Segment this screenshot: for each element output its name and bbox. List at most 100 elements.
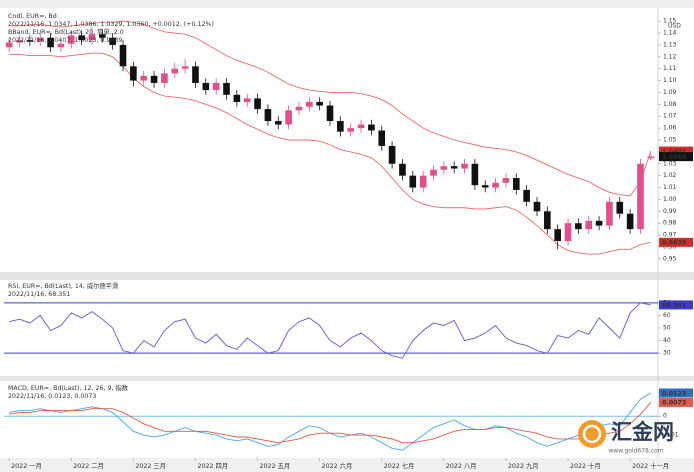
y-tick-label: 60 — [663, 312, 671, 319]
candle-body — [450, 166, 458, 169]
candle-body — [337, 120, 344, 132]
bollinger-band — [9, 20, 652, 197]
x-tick-label: 2022 五月 — [260, 462, 291, 470]
candle-body — [430, 169, 437, 176]
candle-body — [67, 35, 75, 44]
x-tick-label: 2022 四月 — [197, 462, 228, 470]
candle-body — [368, 124, 375, 131]
watermark-text: 汇金网 — [611, 420, 674, 444]
candle-body — [140, 75, 148, 81]
candle-body — [626, 213, 634, 230]
candle-body — [616, 201, 624, 214]
price-tag — [659, 388, 693, 398]
candle-body — [192, 66, 199, 83]
axis-unit: USD — [668, 23, 681, 30]
y-tick-label: 1.14 — [663, 30, 677, 37]
candle-body — [16, 40, 23, 43]
candle-body — [647, 156, 655, 159]
y-tick-label: 1.13 — [663, 41, 677, 48]
y-tick-label: 0.95 — [663, 255, 677, 262]
panel-separator — [0, 376, 694, 381]
candle-body — [637, 163, 644, 230]
candle-body — [471, 163, 479, 186]
candle-body — [554, 229, 561, 242]
candle-body — [419, 175, 427, 188]
legend-text: 2022/11/16, 0.0123, 0.0073 — [8, 393, 96, 400]
candle-body — [223, 82, 230, 95]
y-tick-label: 1.11 — [663, 65, 677, 72]
y-tick-label: 0.96 — [663, 243, 677, 250]
x-tick-label: 2022 二月 — [73, 462, 104, 470]
candle-body — [212, 82, 220, 91]
y-tick-label: 1.10 — [663, 77, 677, 84]
candle-body — [161, 73, 168, 83]
candle-body — [88, 34, 96, 41]
legend-text: 2022/11/16, 1.0347, 1.0386, 1.0329, 1.03… — [8, 21, 214, 28]
x-tick-label: 2022 八月 — [446, 462, 477, 470]
candle-body — [47, 37, 54, 48]
candle-body — [461, 163, 468, 169]
y-tick-label: 0.99 — [663, 208, 677, 215]
candle-body — [409, 175, 417, 188]
candle-body — [233, 94, 241, 102]
y-tick-label: 1.07 — [663, 113, 677, 120]
y-tick-label: 0 — [663, 413, 667, 420]
watermark-logo-ring — [582, 424, 602, 444]
x-tick-label: 2022 七月 — [384, 461, 415, 470]
y-tick-label: 1.03 — [663, 160, 677, 167]
candle-body — [171, 68, 179, 74]
x-tick-label: 2022 一月 — [11, 462, 42, 470]
y-tick-label: 1.01 — [663, 184, 677, 191]
candle-body — [357, 124, 365, 129]
candle-body — [181, 66, 189, 69]
y-tick-label: 1.09 — [663, 89, 677, 96]
y-tick-label: 1.06 — [663, 125, 677, 132]
legend-text: Cndl, EUR=, Bd — [8, 13, 57, 20]
price-tag-label: 0.0073 — [662, 400, 686, 407]
legend-text: 2022/11/16, 68.351 — [8, 291, 70, 298]
candle-body — [316, 101, 323, 106]
x-tick-label: 2022 十一月 — [632, 461, 669, 470]
candle-body — [99, 34, 106, 38]
candle-body — [606, 201, 613, 226]
y-tick-label: 1.05 — [663, 137, 677, 144]
bollinger-band — [9, 52, 651, 255]
price-tag — [659, 146, 693, 156]
y-tick-label: 1.08 — [663, 101, 677, 108]
price-tag — [659, 300, 693, 310]
y-tick-label: -0.01 — [663, 432, 679, 439]
candle-body — [492, 182, 499, 188]
price-tag — [659, 397, 693, 407]
candle-body — [595, 220, 603, 226]
candle-body — [502, 178, 510, 183]
y-tick-label: 50 — [663, 325, 671, 332]
candle-body — [399, 163, 406, 176]
price-tag-label: 0.0123 — [662, 390, 686, 397]
panel-separator — [0, 272, 694, 280]
candle-body — [585, 220, 593, 230]
watermark-url: www.gold678.com — [608, 448, 663, 455]
legend-text: MACD, EUR=, Bd(Last), 12, 26, 9, 指数 — [8, 383, 129, 392]
candle-body — [36, 37, 44, 42]
top-strip — [0, 0, 694, 8]
candle-body — [285, 110, 292, 125]
candle-body — [326, 105, 334, 121]
price-tag-label: 1.0360 — [662, 154, 687, 161]
price-tag-label: 68.351 — [662, 302, 686, 309]
candle-body — [305, 101, 313, 107]
x-tick-label: 2022 十月 — [570, 461, 601, 470]
x-tick-label: 2022 九月 — [508, 461, 539, 470]
candle-body — [575, 223, 582, 230]
y-tick-label: 0.98 — [663, 220, 677, 227]
candle-body — [512, 178, 520, 190]
legend-text: 2022/11/16, 1.0407, 1.0023, 0.9639 — [8, 37, 122, 44]
candle-body — [202, 82, 210, 91]
y-tick-label: 1.02 — [663, 172, 677, 179]
candle-body — [523, 189, 530, 202]
candle-body — [378, 130, 386, 146]
candle-body — [78, 35, 85, 41]
candle-body — [481, 185, 489, 188]
x-tick-label: 2022 三月 — [135, 462, 166, 470]
